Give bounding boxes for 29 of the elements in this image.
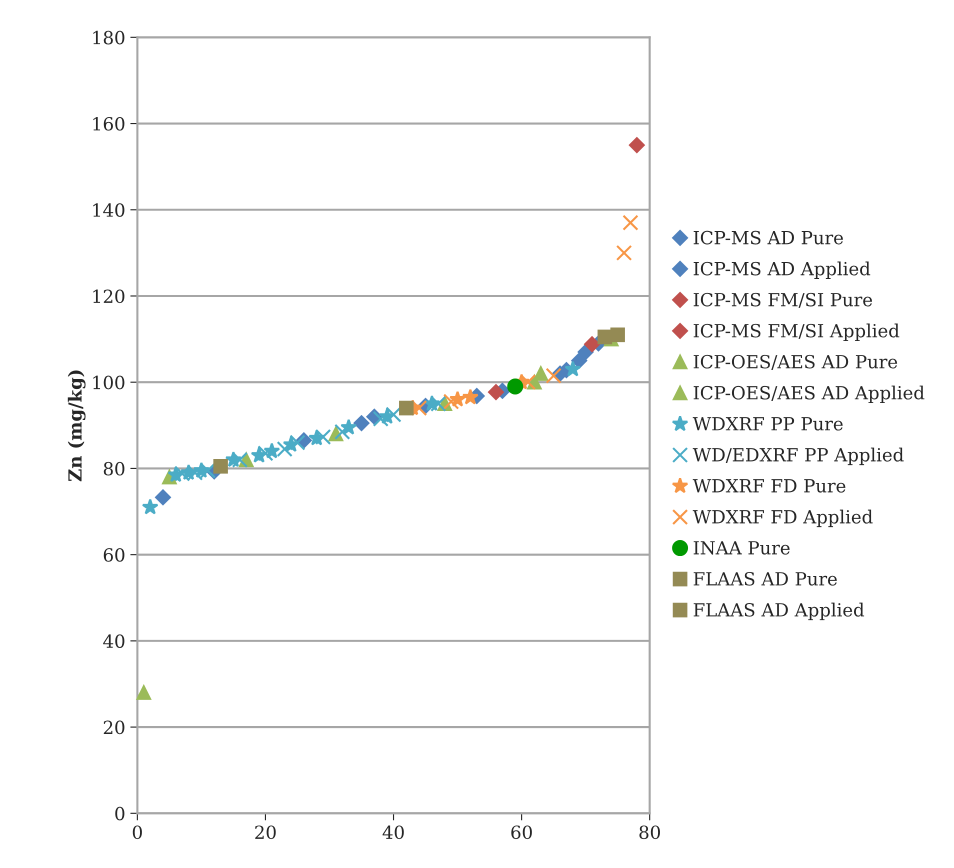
y-axis-title: Zn (mg/kg) [68, 370, 86, 482]
legend-label: WDXRF FD Applied [692, 510, 873, 528]
y-tick-label: 60 [104, 548, 124, 562]
y-tick-label: 100 [93, 376, 124, 390]
x-tick-label: 40 [382, 825, 404, 840]
y-tick-label: 120 [93, 289, 124, 304]
x-tick-label: 0 [132, 825, 142, 840]
legend-label: ICP-MS FM/SI Applied [694, 324, 900, 342]
y-tick-label: 20 [104, 720, 124, 734]
y-tick-label: 140 [93, 203, 124, 217]
legend-label: ICP-OES/AES AD Pure [694, 354, 898, 370]
legend-label: FLAAS AD Applied [694, 602, 864, 620]
y-tick-label: 160 [93, 117, 124, 131]
y-tick-label: 0 [115, 806, 124, 820]
legend-label: WDXRF FD Pure [692, 479, 846, 493]
x-tick-label: 80 [639, 825, 660, 840]
x-tick-label: 60 [511, 825, 532, 840]
legend-label: WDXRF PP Pure [692, 417, 843, 431]
legend-label: ICP-OES/AES AD Applied [694, 386, 924, 404]
y-tick-label: 80 [104, 462, 124, 476]
legend-label: INAA Pure [694, 541, 790, 555]
legend-label: ICP-MS FM/SI Pure [694, 292, 872, 308]
legend-label: FLAAS AD Pure [694, 572, 837, 586]
y-tick-label: 180 [93, 30, 124, 44]
y-tick-label: 40 [103, 634, 124, 648]
legend-label: WD/EDXRF PP Applied [692, 448, 904, 466]
legend-label: ICP-MS AD Applied [694, 262, 870, 279]
x-tick-label: 20 [255, 825, 276, 840]
legend-label: ICP-MS AD Pure [694, 230, 843, 244]
